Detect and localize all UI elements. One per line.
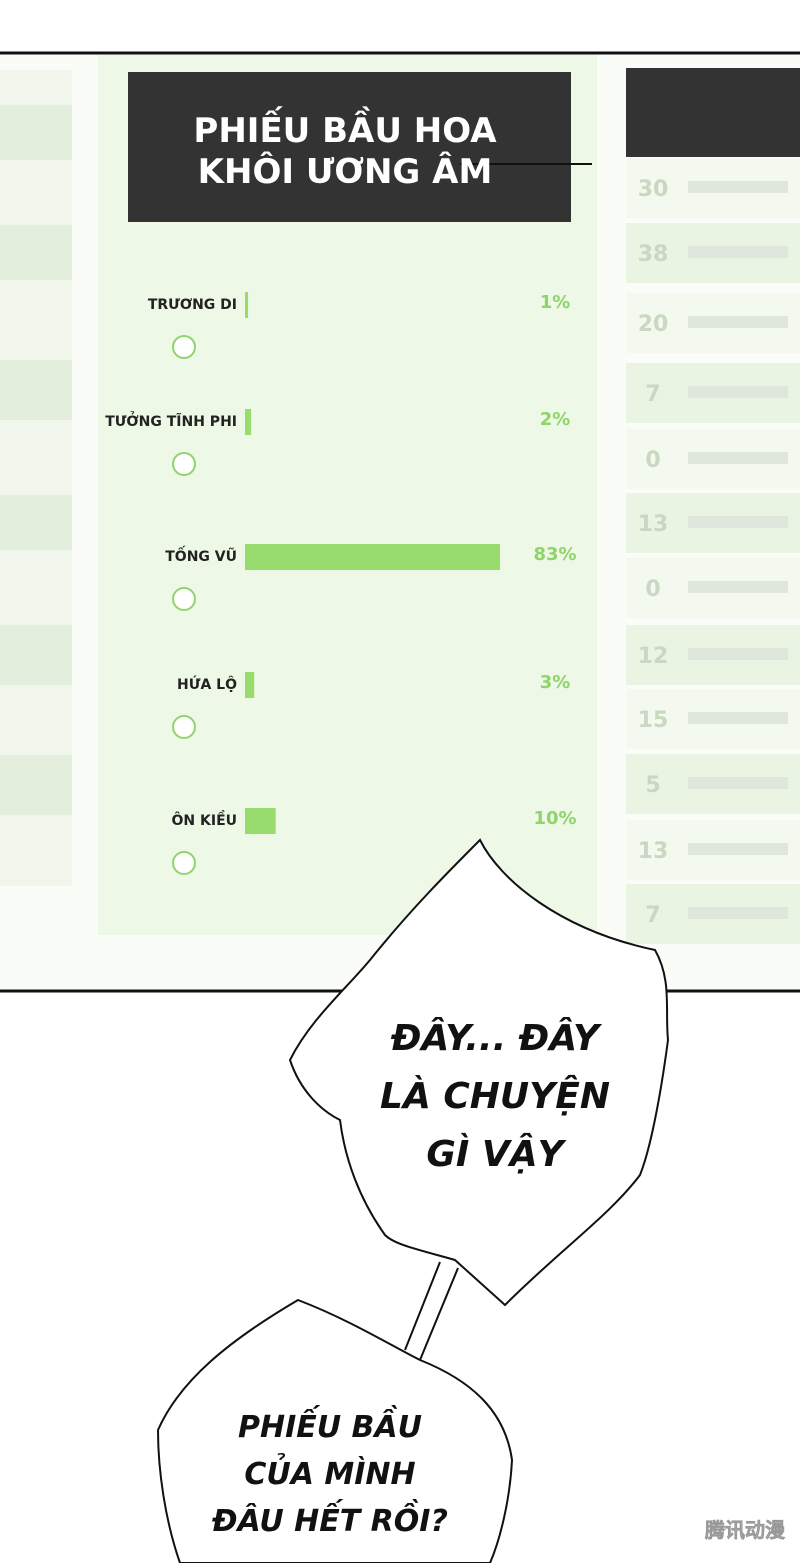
bubble-tail [404,1261,459,1361]
blurred-text [688,581,788,593]
side-header [626,68,800,157]
blurred-text [688,843,788,855]
option-name: TỐNG VŨ [165,545,237,565]
percent-label: 3% [540,672,571,693]
blurred-text [688,316,788,328]
blurred-text [688,516,788,528]
watermark: 腾讯动漫 [705,1518,786,1542]
radio-button [172,715,196,739]
blurred-text [688,181,788,193]
blurred-text [688,386,788,398]
bubble [288,838,670,1307]
bubble-text: GÌ VẬY [426,1132,567,1175]
side-count: 15 [638,708,669,733]
side-count: 0 [645,577,660,602]
bubble-text: LÀ CHUYỆN [380,1074,610,1117]
side-count: 7 [645,382,660,407]
side-count: 20 [638,312,669,337]
side-count: 5 [645,773,660,798]
bubble-text: ĐÂY... ĐÂY [390,1017,603,1059]
poll-title: PHIẾU BẦU HOA [193,106,497,151]
option-name: TRƯƠNG DI [148,297,237,313]
poll-options: TRƯƠNG DI 1% TƯỞNG TĨNH PHI 2% TỐNG VŨ 83% HỨA… [105,292,577,875]
radio-button [172,452,196,476]
poll-title-box [128,72,571,222]
bar [245,544,500,570]
percent-label: 1% [540,292,571,313]
blurred-text [688,246,788,258]
bar [245,292,249,318]
side-count: 38 [638,242,669,267]
bubble-text: ĐÂU HẾT RỒI? [211,1498,448,1539]
blurred-text [688,452,788,464]
percent-label: 10% [533,808,576,829]
percent-label: 83% [533,544,576,565]
bar [245,672,255,698]
poll-title: KHÔI ƯƠNG ÂM [198,151,493,192]
bubble-text: PHIẾU BẦU [238,1405,422,1445]
radio-button [172,587,196,611]
percent-label: 2% [540,409,571,430]
blurred-text [688,777,788,789]
blurred-text [688,907,788,919]
radio-button [172,851,196,875]
bubble-text: CỦA MÌNH [244,1452,415,1492]
side-count: 13 [638,512,669,537]
side-count: 0 [645,448,660,473]
option-name: HỨA LỘ [177,675,237,693]
bar [245,808,276,834]
bubble [156,1298,514,1563]
blurred-text [688,648,788,660]
speech-bubbles [156,838,670,1563]
option-name: TƯỞNG TĨNH PHI [105,411,237,430]
left-column [0,70,72,886]
side-list: 30 38 20 7 0 13 0 12 15 5 13 7 [626,158,800,944]
option-name: ÔN KIỀU [172,810,237,829]
radio-button [172,335,196,359]
side-count: 13 [638,839,669,864]
blurred-text [688,712,788,724]
side-count: 12 [638,644,669,669]
bar [245,409,252,435]
side-count: 30 [638,177,669,202]
side-count: 7 [645,903,660,928]
